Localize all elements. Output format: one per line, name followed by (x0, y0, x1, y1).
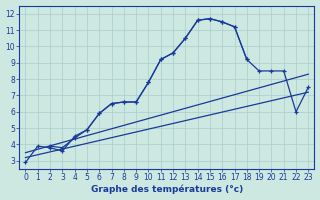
X-axis label: Graphe des températures (°c): Graphe des températures (°c) (91, 185, 243, 194)
